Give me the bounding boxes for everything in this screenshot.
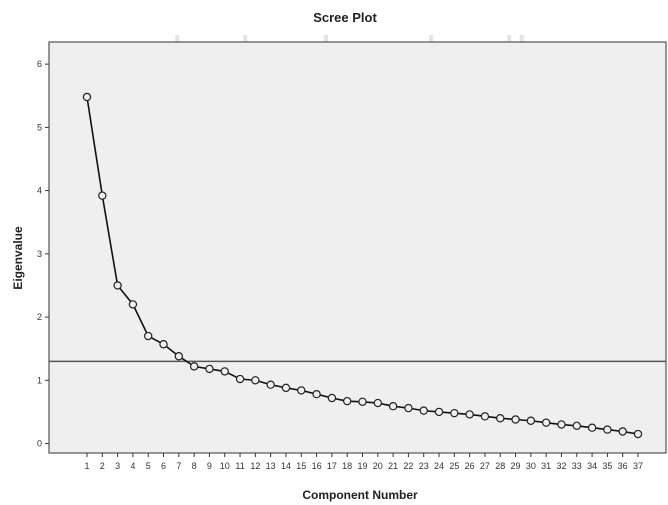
x-tick-label: 6 [161,461,166,471]
plot-area [48,41,667,454]
data-point [434,407,444,417]
x-tick-label: 7 [176,461,181,471]
data-point [572,421,581,431]
x-tick-label: 12 [250,461,260,471]
x-tick-label: 4 [130,461,135,471]
data-point [618,427,627,436]
x-tick-label: 13 [266,461,276,471]
data-point [373,398,383,408]
x-tick-label: 17 [327,461,337,471]
x-tick-label: 27 [480,461,490,471]
x-tick-label: 3 [115,461,120,471]
y-tick-label: 2 [37,312,42,322]
data-point [98,191,107,200]
data-point [465,410,474,419]
eigenvalue-points [82,92,643,439]
x-tick-label: 21 [388,461,398,471]
data-point [281,383,291,393]
data-point [251,376,260,385]
data-point [220,367,229,376]
x-tick-label: 33 [572,461,582,471]
data-point [82,92,92,102]
data-point [297,386,306,395]
y-axis: 0 1 2 3 4 5 6 [37,59,49,449]
data-point [235,374,245,384]
x-tick-label: 35 [602,461,612,471]
x-tick-label: 11 [235,461,244,471]
data-point [205,364,214,374]
x-tick-label: 37 [633,461,643,471]
x-tick-label: 15 [296,461,306,471]
data-point [388,402,398,411]
y-tick-label: 1 [37,375,42,385]
data-point [327,393,337,403]
x-tick-label: 25 [449,461,459,471]
y-axis-title: Eigenvalue [11,226,25,290]
data-point [144,331,153,341]
data-point [633,429,643,439]
x-axis: 1 2 3 4 5 6 7 8 9 10 11 12 13 14 15 16 17 18 19 20 21 22 23 24 2… [84,453,643,471]
x-tick-label: 30 [526,461,536,471]
data-point [557,420,566,429]
data-point [189,362,199,371]
data-point [404,403,413,413]
x-tick-label: 31 [541,461,551,471]
data-point [113,281,122,290]
x-tick-label: 2 [100,461,105,471]
y-tick-label: 3 [37,249,42,259]
x-tick-label: 24 [434,461,444,471]
x-axis-title: Component Number [302,488,418,502]
data-point [526,416,536,425]
data-point [128,300,138,309]
y-tick-label: 0 [37,439,42,449]
data-point [358,397,367,406]
x-tick-label: 9 [207,461,212,471]
x-tick-label: 10 [220,461,230,471]
x-tick-label: 29 [511,461,521,471]
data-point [419,406,428,415]
data-point [266,380,275,389]
data-point [174,352,184,361]
x-tick-label: 20 [373,461,383,471]
data-point [450,408,459,418]
data-point [587,423,597,432]
data-point [496,414,505,423]
data-point [511,415,520,424]
x-tick-label: 1 [84,461,89,471]
y-tick-label: 6 [37,59,42,69]
y-tick-label: 4 [37,186,42,196]
data-point [603,425,612,434]
data-point [541,418,551,427]
x-tick-label: 26 [465,461,475,471]
x-tick-label: 28 [495,461,505,471]
x-tick-label: 34 [587,461,597,471]
x-tick-label: 14 [281,461,291,471]
x-tick-label: 22 [403,461,413,471]
x-tick-label: 36 [618,461,628,471]
data-point [312,389,321,399]
x-tick-label: 8 [192,461,197,471]
x-tick-label: 19 [357,461,367,471]
x-tick-label: 16 [312,461,322,471]
x-tick-label: 18 [342,461,352,471]
data-point [480,412,490,421]
chart-title: Scree Plot [313,10,377,25]
y-tick-label: 5 [37,122,42,132]
x-tick-label: 5 [146,461,151,471]
data-point [159,340,168,349]
data-point [342,396,352,406]
x-tick-label: 23 [419,461,429,471]
x-tick-label: 32 [556,461,566,471]
